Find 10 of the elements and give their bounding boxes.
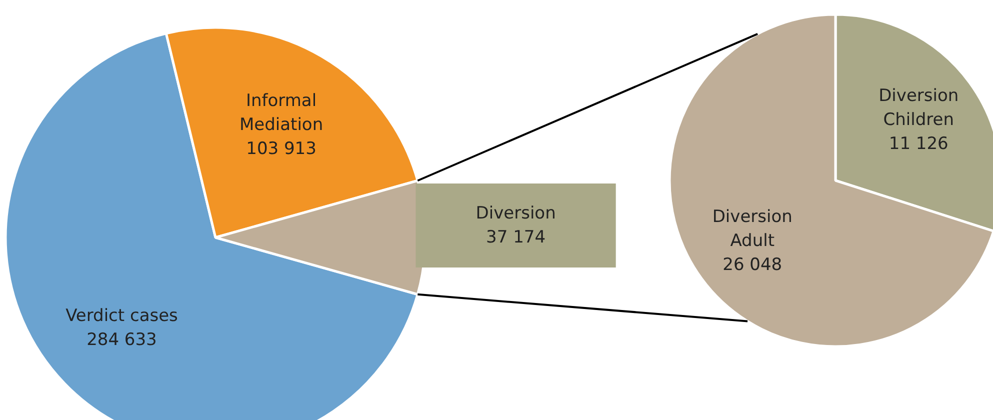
slice-label: Informal Mediation: [239, 91, 324, 136]
slice-label: Diversion: [476, 204, 556, 224]
data-label: 11 126: [888, 134, 948, 154]
data-label: 37 174: [486, 228, 546, 248]
data-label: 103 913: [246, 139, 316, 160]
data-label: 26 048: [722, 255, 782, 276]
slice-label: Diversion Children: [878, 86, 959, 130]
slice-label: Verdict cases: [66, 306, 178, 326]
data-label: 284 633: [86, 330, 157, 350]
slice-label: Diversion Adult: [712, 207, 792, 252]
